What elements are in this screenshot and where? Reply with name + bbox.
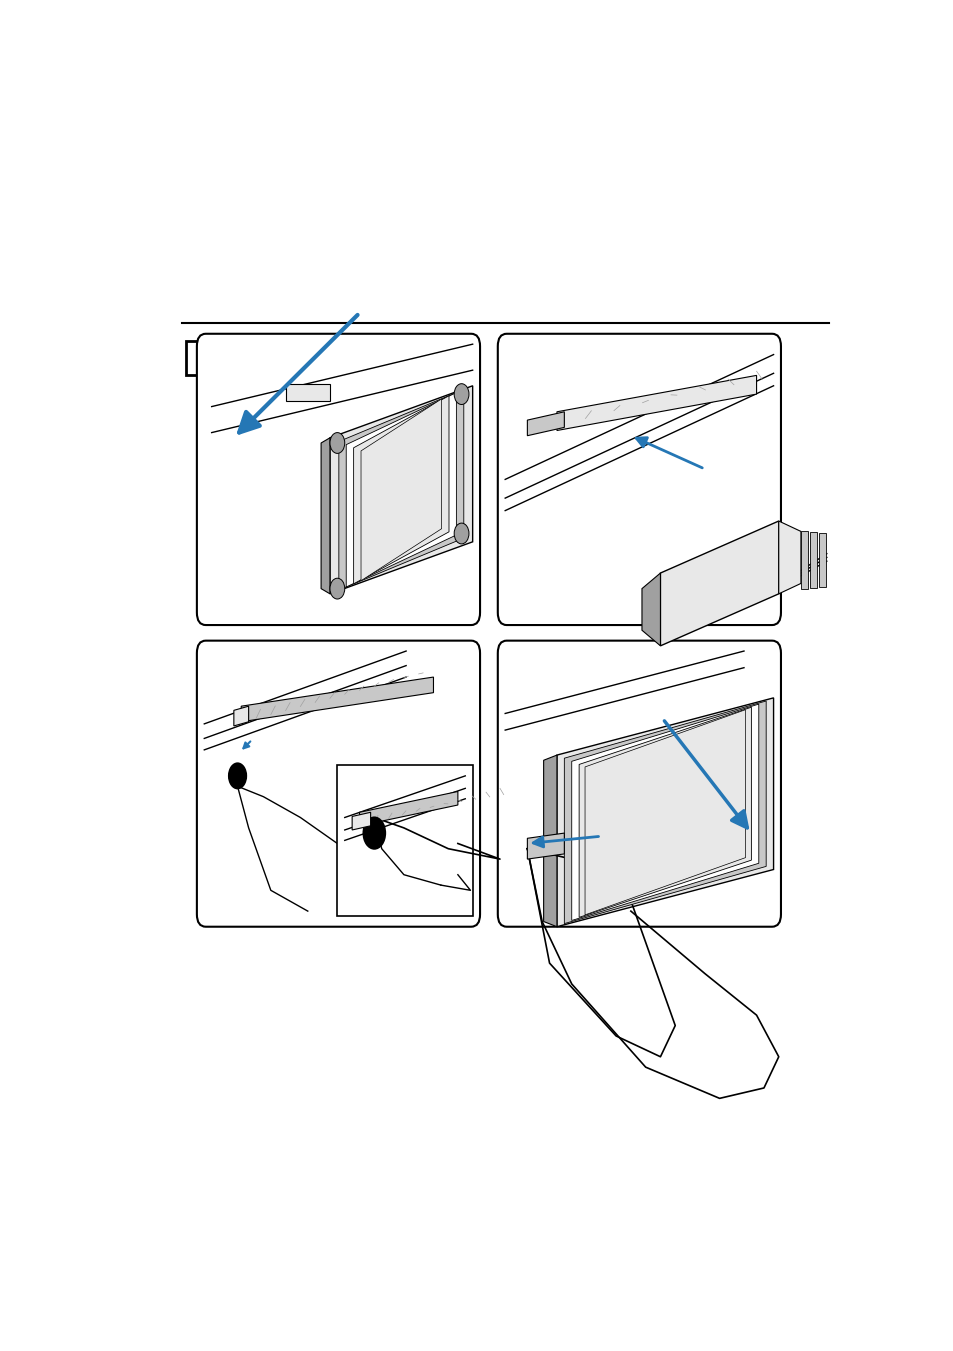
FancyBboxPatch shape bbox=[497, 334, 781, 626]
Polygon shape bbox=[527, 834, 564, 859]
Circle shape bbox=[228, 762, 247, 789]
Circle shape bbox=[330, 578, 344, 598]
Polygon shape bbox=[584, 709, 744, 915]
Polygon shape bbox=[578, 707, 751, 917]
Polygon shape bbox=[285, 384, 330, 401]
Bar bbox=[186, 340, 208, 376]
Polygon shape bbox=[543, 755, 557, 927]
Polygon shape bbox=[330, 386, 472, 594]
Circle shape bbox=[362, 816, 386, 850]
Polygon shape bbox=[241, 677, 433, 721]
Circle shape bbox=[454, 523, 469, 544]
Polygon shape bbox=[354, 396, 449, 584]
Bar bbox=[202, 350, 210, 367]
Polygon shape bbox=[352, 812, 370, 830]
Polygon shape bbox=[641, 573, 659, 646]
Circle shape bbox=[454, 384, 469, 404]
Bar bbox=[337, 766, 472, 916]
Polygon shape bbox=[564, 701, 765, 924]
Polygon shape bbox=[359, 792, 457, 825]
Circle shape bbox=[330, 432, 344, 454]
FancyBboxPatch shape bbox=[196, 640, 479, 927]
Polygon shape bbox=[778, 521, 801, 594]
Polygon shape bbox=[346, 393, 456, 586]
FancyBboxPatch shape bbox=[196, 334, 479, 626]
Polygon shape bbox=[321, 438, 330, 594]
Polygon shape bbox=[338, 389, 463, 590]
Bar bbox=[801, 531, 807, 589]
FancyBboxPatch shape bbox=[497, 640, 781, 927]
Bar bbox=[818, 534, 825, 586]
Polygon shape bbox=[571, 704, 758, 920]
Polygon shape bbox=[233, 707, 249, 725]
Polygon shape bbox=[527, 412, 564, 436]
Polygon shape bbox=[360, 399, 441, 581]
Bar bbox=[809, 532, 817, 588]
Polygon shape bbox=[557, 376, 756, 431]
Polygon shape bbox=[659, 521, 778, 646]
Polygon shape bbox=[557, 698, 773, 927]
